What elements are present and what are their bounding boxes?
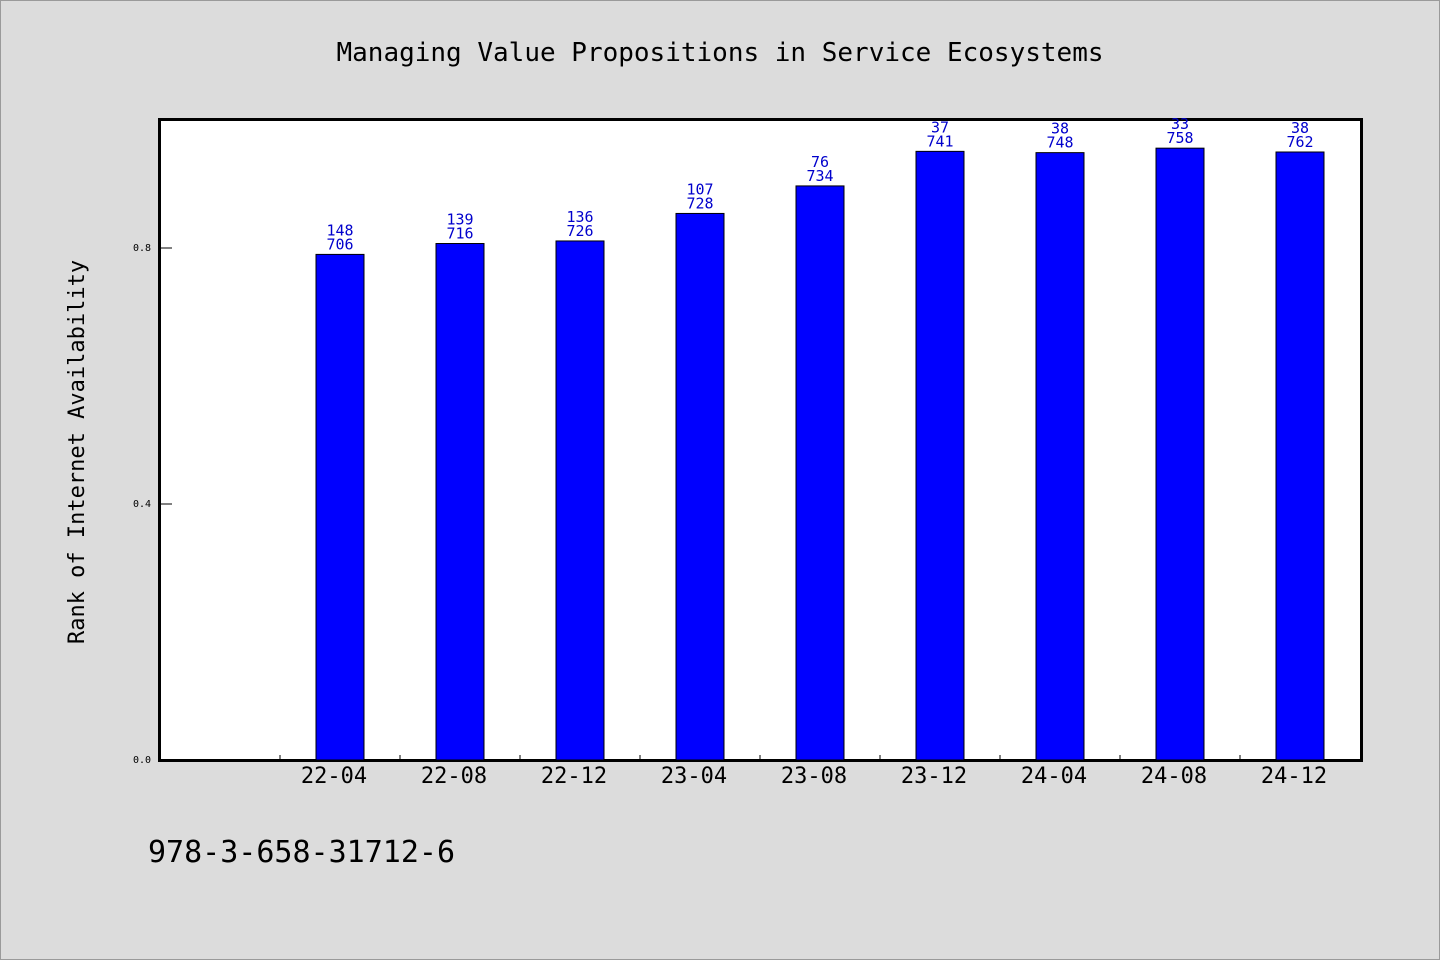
x-tick-label: 22-08	[421, 764, 487, 789]
bar-label-bottom: 716	[446, 225, 473, 243]
y-tick-label: 0.4	[133, 499, 151, 510]
x-tick-label: 23-12	[901, 764, 967, 789]
x-tick-label: 23-04	[661, 764, 727, 789]
bars-group	[315, 147, 1325, 761]
bar-24-08	[1155, 147, 1205, 761]
bar-labels-group: 1487061397161367261077287673437741387483…	[326, 115, 1313, 253]
bar-22-04	[315, 253, 365, 761]
x-tick-label: 24-04	[1021, 764, 1087, 789]
bar-label-top: 33	[1171, 115, 1189, 133]
y-axis-label: Rank of Internet Availability	[65, 260, 90, 644]
bar-22-08	[435, 243, 485, 761]
x-ticks-group: 22-04 22-08 22-12 23-04 23-08 23-12 24-04 24-08…	[279, 755, 1327, 789]
y-ticks-group: 0.0 0.4 0.8	[133, 243, 172, 766]
bar-label-bottom: 748	[1046, 134, 1073, 152]
x-tick-label: 24-12	[1261, 764, 1327, 789]
chart-title: Managing Value Propositions in Service E…	[336, 38, 1103, 68]
bar-label-top: 38	[1051, 120, 1069, 138]
y-tick-label: 0.8	[133, 243, 151, 254]
bar-label-top: 107	[686, 180, 713, 198]
x-tick-label: 23-08	[781, 764, 847, 789]
bar-24-12	[1275, 151, 1325, 761]
bar-label-bottom: 762	[1286, 133, 1313, 151]
bar-22-12	[555, 240, 605, 761]
bar-24-04	[1035, 152, 1085, 761]
bar-label-bottom: 726	[566, 222, 593, 240]
bar-label-bottom: 728	[686, 194, 713, 212]
bar-label-bottom: 734	[806, 167, 833, 185]
y-tick-label: 0.0	[133, 755, 151, 766]
x-tick-label: 22-04	[301, 764, 367, 789]
bar-label-bottom: 741	[926, 132, 953, 150]
bar-23-08	[795, 185, 845, 761]
x-tick-label: 22-12	[541, 764, 607, 789]
x-tick-label: 24-08	[1141, 764, 1207, 789]
bar-23-04	[675, 212, 725, 761]
bar-label-top: 37	[931, 118, 949, 136]
bar-label-top: 76	[811, 153, 829, 171]
bar-23-12	[915, 150, 965, 761]
bar-label-bottom: 706	[326, 235, 353, 253]
bar-label-top: 139	[446, 211, 473, 229]
bar-label-bottom: 758	[1166, 129, 1193, 147]
bar-label-top: 136	[566, 208, 593, 226]
isbn-text: 978-3-658-31712-6	[148, 835, 455, 870]
bar-label-top: 148	[326, 221, 353, 239]
bar-label-top: 38	[1291, 119, 1309, 137]
